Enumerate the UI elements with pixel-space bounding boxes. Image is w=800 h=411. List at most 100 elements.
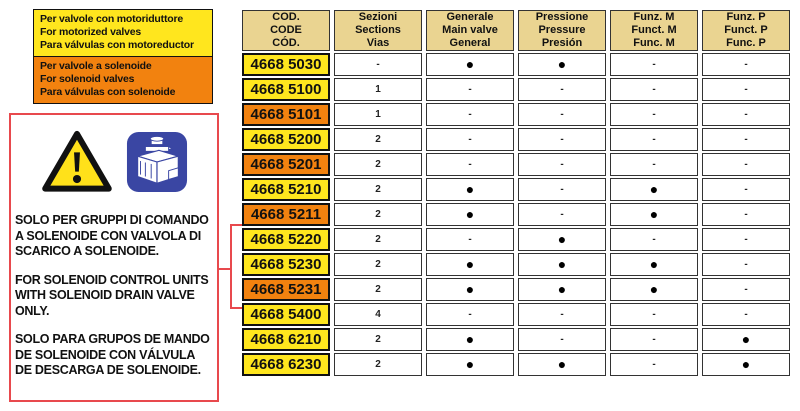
connector-bracket-line: [230, 224, 232, 309]
legend-line-it: Per valvole con motoriduttore: [40, 13, 183, 25]
legend-line-es: Para válvulas con motoreductor: [40, 39, 194, 51]
func-m-cell: -: [610, 302, 698, 326]
main-valve-cell: ●: [426, 202, 514, 226]
func-m-cell: -: [610, 327, 698, 351]
main-valve-cell: -: [426, 302, 514, 326]
header-line: COD.: [272, 11, 300, 23]
func-p-cell: ●: [702, 327, 790, 351]
legend-line-es: Para válvulas con solenoide: [40, 86, 176, 98]
func-m-cell: -: [610, 352, 698, 376]
table-row: 4668 5231 2 ● ● ● -: [242, 277, 790, 301]
func-m-cell: -: [610, 102, 698, 126]
header-line: Main valve: [442, 23, 498, 36]
note-paragraph-es: SOLO PARA GRUPOS DE MANDO DE SOLENOIDE C…: [15, 332, 210, 377]
main-valve-cell: -: [426, 227, 514, 251]
note-icons: [15, 123, 213, 205]
code-cell: 4668 5201: [242, 152, 330, 176]
header-line: Pressure: [538, 23, 586, 36]
note-paragraph-it: SOLO PER GRUPPI DI COMANDO A SOLENOIDE C…: [15, 213, 209, 258]
code-cell: 4668 5220: [242, 227, 330, 251]
func-p-cell: -: [702, 127, 790, 151]
connector-stem-line: [217, 268, 232, 270]
pressure-cell: ●: [518, 277, 606, 301]
sections-cell: 2: [334, 177, 422, 201]
func-p-cell: -: [702, 177, 790, 201]
sections-cell: 4: [334, 302, 422, 326]
sections-cell: 2: [334, 327, 422, 351]
table-row: 4668 5210 2 ● - ● -: [242, 177, 790, 201]
main-valve-cell: -: [426, 77, 514, 101]
code-cell: 4668 5210: [242, 177, 330, 201]
main-valve-cell: -: [426, 102, 514, 126]
codes-table-wrap: COD. CODE CÓD. Sezioni Sections Vias Gen…: [238, 8, 794, 378]
header-pressure: Pressione Pressure Presión: [518, 10, 606, 51]
table-row: 4668 5220 2 - ● - -: [242, 227, 790, 251]
header-line: Generale: [446, 11, 494, 23]
code-cell: 4668 5101: [242, 102, 330, 126]
pressure-cell: -: [518, 152, 606, 176]
header-line: Funz. P: [726, 11, 766, 23]
connector-bottom-tick: [230, 307, 242, 309]
func-p-cell: -: [702, 277, 790, 301]
sections-cell: 2: [334, 127, 422, 151]
func-p-cell: -: [702, 252, 790, 276]
func-p-cell: ●: [702, 352, 790, 376]
sections-cell: 1: [334, 102, 422, 126]
sections-cell: 2: [334, 352, 422, 376]
func-m-cell: -: [610, 127, 698, 151]
header-line: CODE: [270, 23, 302, 36]
table-row: 4668 6210 2 ● - - ●: [242, 327, 790, 351]
func-m-cell: ●: [610, 202, 698, 226]
main-valve-cell: -: [426, 127, 514, 151]
sections-cell: -: [334, 52, 422, 76]
pressure-cell: ●: [518, 352, 606, 376]
func-p-cell: -: [702, 102, 790, 126]
pressure-cell: -: [518, 127, 606, 151]
main-valve-cell: ●: [426, 177, 514, 201]
code-cell: 4668 5230: [242, 252, 330, 276]
code-cell: 4668 5200: [242, 127, 330, 151]
header-line: Vias: [366, 36, 390, 49]
code-cell: 4668 5231: [242, 277, 330, 301]
header-func-p: Funz. P Funct. P Func. P: [702, 10, 790, 51]
sections-cell: 2: [334, 227, 422, 251]
connector-top-tick: [230, 224, 242, 226]
header-line: Funz. M: [633, 11, 675, 23]
func-m-cell: -: [610, 77, 698, 101]
pressure-cell: -: [518, 77, 606, 101]
legend-line-it: Per valvole a solenoide: [40, 60, 152, 72]
sections-cell: 2: [334, 277, 422, 301]
table-row: 4668 6230 2 ● ● - ●: [242, 352, 790, 376]
pressure-cell: -: [518, 302, 606, 326]
func-m-cell: ●: [610, 177, 698, 201]
codes-table: COD. CODE CÓD. Sezioni Sections Vias Gen…: [238, 8, 794, 378]
main-valve-cell: ●: [426, 352, 514, 376]
header-cod: COD. CODE CÓD.: [242, 10, 330, 51]
table-row: 4668 5201 2 - - - -: [242, 152, 790, 176]
header-line: Func. P: [726, 36, 766, 49]
header-line: Sections: [355, 23, 401, 36]
table-row: 4668 5200 2 - - - -: [242, 127, 790, 151]
header-line: Presión: [541, 36, 583, 49]
table-row: 4668 5400 4 - - - -: [242, 302, 790, 326]
table-row: 4668 5101 1 - - - -: [242, 102, 790, 126]
header-line: Sezioni: [358, 11, 398, 23]
header-line: Funct. M: [631, 23, 677, 36]
header-line: CÓD.: [272, 36, 300, 49]
sections-cell: 2: [334, 202, 422, 226]
header-main-valve: Generale Main valve General: [426, 10, 514, 51]
table-row: 4668 5100 1 - - - -: [242, 77, 790, 101]
codes-table-header: COD. CODE CÓD. Sezioni Sections Vias Gen…: [242, 10, 790, 51]
legend-motorized-valves: Per valvole con motoriduttore For motori…: [33, 9, 213, 57]
legend-line-en: For solenoid valves: [40, 73, 135, 85]
sections-cell: 2: [334, 152, 422, 176]
table-row: 4668 5230 2 ● ● ● -: [242, 252, 790, 276]
valve-type-legend: Per valvole con motoriduttore For motori…: [33, 9, 213, 104]
pressure-cell: ●: [518, 52, 606, 76]
main-valve-cell: ●: [426, 277, 514, 301]
func-m-cell: ●: [610, 277, 698, 301]
legend-solenoid-valves: Per valvole a solenoide For solenoid val…: [33, 57, 213, 104]
header-line: Func. M: [633, 36, 675, 49]
main-valve-cell: -: [426, 152, 514, 176]
code-cell: 4668 5030: [242, 52, 330, 76]
